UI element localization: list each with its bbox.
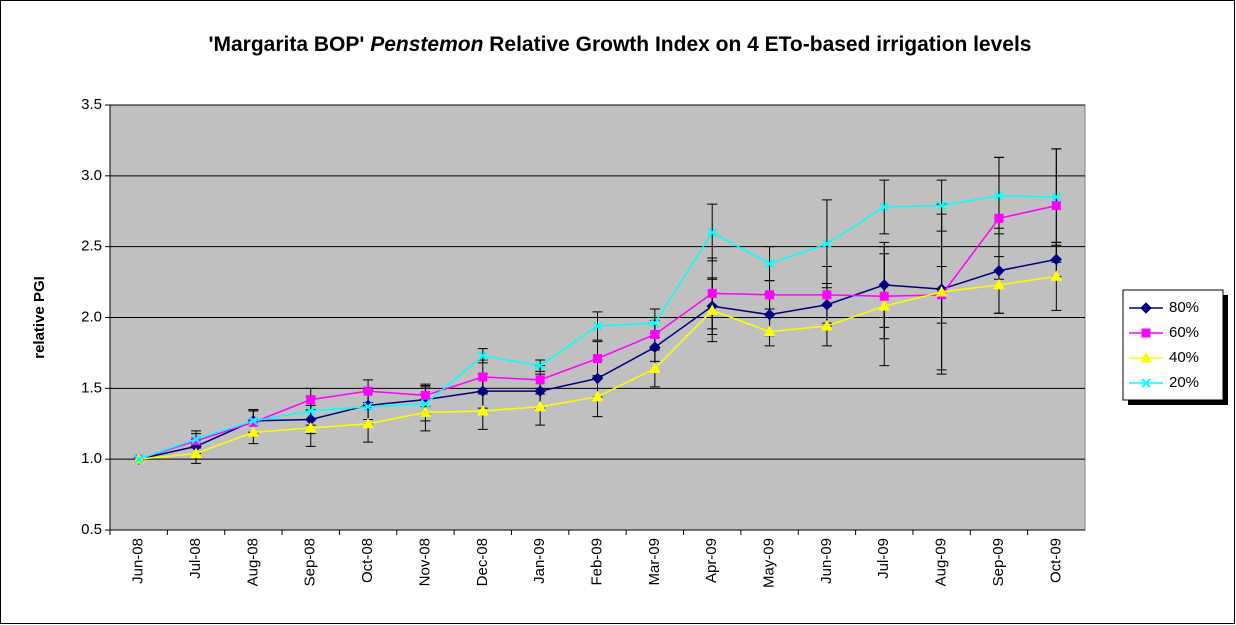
marker <box>994 190 1004 201</box>
marker <box>362 417 374 429</box>
marker <box>993 265 1005 277</box>
marker <box>764 258 775 269</box>
x-tick-label: Aug-09 <box>933 538 950 586</box>
legend-label: 20% <box>1169 374 1199 391</box>
x-tick-label: Nov-08 <box>416 538 433 586</box>
marker <box>304 421 317 433</box>
marker <box>306 395 316 405</box>
x-tick-label: Feb-09 <box>588 538 605 586</box>
x-tick-label: Oct-09 <box>1047 538 1064 583</box>
y-tick-label: 2.5 <box>81 238 102 255</box>
x-tick-label: Oct-08 <box>359 538 376 583</box>
marker <box>191 434 201 445</box>
x-tick-label: Dec-08 <box>474 538 491 586</box>
marker <box>994 213 1004 223</box>
marker <box>763 308 776 321</box>
marker <box>1050 253 1063 266</box>
y-tick-label: 3.0 <box>81 167 102 184</box>
marker <box>133 454 144 464</box>
x-tick-label: Apr-09 <box>703 538 720 583</box>
marker <box>247 426 260 437</box>
x-tick-label: Jun-09 <box>818 538 835 584</box>
marker <box>419 406 432 417</box>
marker <box>248 416 259 426</box>
x-tick-label: Sep-08 <box>302 538 319 586</box>
marker <box>650 330 660 339</box>
marker <box>591 372 604 385</box>
marker <box>190 447 202 458</box>
marker <box>1140 351 1152 363</box>
y-tick-label: 0.5 <box>81 521 102 538</box>
marker <box>1051 192 1062 202</box>
title-italic: Penstemon <box>370 33 484 56</box>
marker <box>878 279 890 291</box>
marker <box>879 291 889 301</box>
marker <box>650 318 660 328</box>
marker <box>821 299 833 311</box>
marker <box>936 200 947 211</box>
marker <box>478 372 488 382</box>
marker <box>593 354 602 364</box>
marker <box>535 375 545 385</box>
marker <box>1141 378 1151 388</box>
marker <box>476 404 489 416</box>
marker <box>306 406 316 416</box>
y-axis-label: relative PGI <box>31 276 48 359</box>
marker <box>822 290 832 300</box>
title-part: 'Margarita BOP' <box>208 33 365 56</box>
marker <box>707 227 717 238</box>
marker <box>765 290 775 300</box>
legend-label: 40% <box>1169 349 1199 366</box>
marker <box>534 400 546 412</box>
marker <box>707 288 717 298</box>
marker <box>935 285 948 297</box>
marker <box>763 325 776 337</box>
marker <box>822 239 832 249</box>
x-tick-label: Jul-09 <box>875 538 892 579</box>
marker <box>534 385 546 397</box>
x-tick-label: Mar-09 <box>646 538 663 586</box>
marker <box>879 202 889 212</box>
marker <box>649 341 661 353</box>
y-tick-label: 1.0 <box>81 450 102 467</box>
marker <box>649 362 661 373</box>
marker <box>363 386 373 396</box>
chart-title: 'Margarita BOP' Penstemon Relative Growt… <box>140 28 1100 61</box>
marker <box>706 304 719 315</box>
marker <box>535 360 545 371</box>
marker <box>363 402 373 412</box>
legend-label: 60% <box>1169 324 1199 341</box>
marker <box>1141 328 1151 338</box>
y-tick-label: 2.0 <box>81 308 102 325</box>
x-tick-label: Sep-09 <box>990 538 1007 586</box>
marker <box>420 390 430 400</box>
y-tick-label: 1.5 <box>81 379 102 396</box>
marker <box>592 321 603 331</box>
marker <box>478 351 488 361</box>
x-tick-label: Aug-08 <box>244 538 261 586</box>
title-part: Relative Growth Index on 4 ETo-based irr… <box>489 33 1032 56</box>
marker <box>420 399 431 409</box>
x-tick-label: Jun-08 <box>130 538 147 584</box>
x-tick-label: Jan-09 <box>531 538 548 584</box>
marker <box>591 390 604 402</box>
marker <box>1051 201 1061 211</box>
marker <box>477 385 489 397</box>
marker <box>1140 302 1152 314</box>
marker <box>878 300 891 311</box>
marker <box>993 278 1005 290</box>
x-tick-label: May-09 <box>761 538 778 588</box>
x-tick-label: Jul-08 <box>187 538 204 579</box>
marker <box>1050 270 1063 281</box>
marker <box>821 319 833 331</box>
y-tick-label: 3.5 <box>81 96 102 113</box>
legend-label: 80% <box>1169 299 1199 316</box>
